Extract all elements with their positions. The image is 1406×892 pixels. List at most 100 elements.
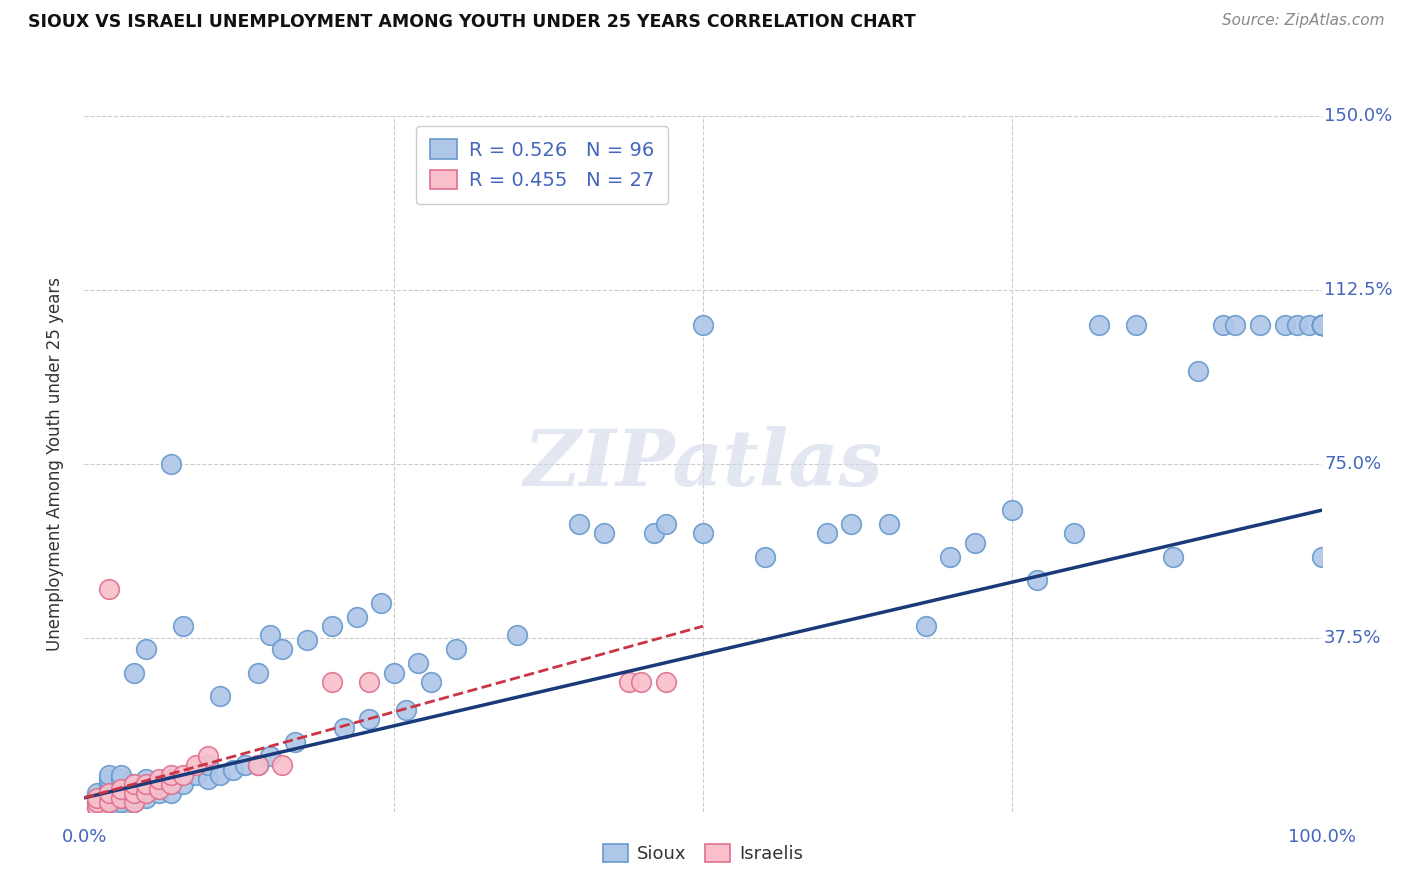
Point	[110, 781, 132, 796]
Text: 75.0%: 75.0%	[1324, 455, 1381, 473]
Point	[1298, 318, 1320, 332]
Point	[655, 517, 678, 532]
Point	[172, 777, 194, 791]
Point	[246, 758, 269, 772]
Point	[1310, 318, 1333, 332]
Point	[86, 800, 108, 814]
Legend: Sioux, Israelis: Sioux, Israelis	[593, 835, 813, 872]
Point	[246, 665, 269, 680]
Point	[271, 758, 294, 772]
Point	[419, 674, 441, 689]
Point	[122, 777, 145, 791]
Point	[135, 777, 157, 791]
Point	[655, 674, 678, 689]
Point	[98, 786, 121, 800]
Point	[841, 517, 863, 532]
Point	[122, 796, 145, 810]
Point	[197, 758, 219, 772]
Point	[1285, 318, 1308, 332]
Point	[148, 777, 170, 791]
Point	[209, 689, 232, 703]
Point	[395, 703, 418, 717]
Point	[110, 790, 132, 805]
Point	[295, 633, 318, 648]
Point	[284, 735, 307, 749]
Point	[86, 790, 108, 805]
Text: 150.0%: 150.0%	[1324, 107, 1392, 125]
Point	[1187, 364, 1209, 378]
Point	[259, 628, 281, 642]
Point	[110, 796, 132, 810]
Point	[98, 796, 121, 810]
Point	[110, 786, 132, 800]
Point	[1310, 318, 1333, 332]
Point	[160, 767, 183, 781]
Point	[815, 526, 838, 541]
Point	[110, 800, 132, 814]
Point	[110, 767, 132, 781]
Point	[172, 767, 194, 781]
Point	[160, 777, 183, 791]
Point	[98, 800, 121, 814]
Point	[1310, 318, 1333, 332]
Point	[1310, 318, 1333, 332]
Point	[122, 796, 145, 810]
Point	[1310, 318, 1333, 332]
Point	[184, 767, 207, 781]
Text: 112.5%: 112.5%	[1324, 281, 1393, 299]
Point	[135, 781, 157, 796]
Point	[357, 712, 380, 726]
Point	[209, 767, 232, 781]
Point	[1125, 318, 1147, 332]
Point	[86, 786, 108, 800]
Text: SIOUX VS ISRAELI UNEMPLOYMENT AMONG YOUTH UNDER 25 YEARS CORRELATION CHART: SIOUX VS ISRAELI UNEMPLOYMENT AMONG YOUT…	[28, 13, 915, 31]
Point	[1001, 503, 1024, 517]
Point	[135, 772, 157, 787]
Point	[98, 582, 121, 596]
Point	[197, 749, 219, 764]
Point	[172, 619, 194, 633]
Point	[382, 665, 405, 680]
Point	[110, 790, 132, 805]
Point	[568, 517, 591, 532]
Point	[184, 758, 207, 772]
Point	[160, 786, 183, 800]
Point	[370, 596, 392, 610]
Y-axis label: Unemployment Among Youth under 25 years: Unemployment Among Youth under 25 years	[45, 277, 63, 651]
Point	[233, 758, 256, 772]
Point	[357, 674, 380, 689]
Point	[197, 772, 219, 787]
Point	[1026, 573, 1049, 587]
Point	[692, 318, 714, 332]
Point	[1212, 318, 1234, 332]
Point	[643, 526, 665, 541]
Point	[754, 549, 776, 564]
Point	[98, 767, 121, 781]
Point	[86, 790, 108, 805]
Point	[122, 786, 145, 800]
Point	[1088, 318, 1111, 332]
Point	[110, 781, 132, 796]
Text: 37.5%: 37.5%	[1324, 629, 1382, 647]
Point	[110, 772, 132, 787]
Point	[1249, 318, 1271, 332]
Point	[98, 781, 121, 796]
Point	[965, 535, 987, 549]
Point	[1223, 318, 1246, 332]
Point	[259, 749, 281, 764]
Point	[593, 526, 616, 541]
Point	[148, 781, 170, 796]
Point	[135, 642, 157, 657]
Point	[98, 796, 121, 810]
Point	[122, 790, 145, 805]
Point	[160, 772, 183, 787]
Point	[271, 642, 294, 657]
Point	[86, 796, 108, 810]
Point	[135, 790, 157, 805]
Point	[321, 619, 343, 633]
Point	[1310, 318, 1333, 332]
Point	[86, 796, 108, 810]
Point	[98, 777, 121, 791]
Point	[246, 758, 269, 772]
Point	[1310, 318, 1333, 332]
